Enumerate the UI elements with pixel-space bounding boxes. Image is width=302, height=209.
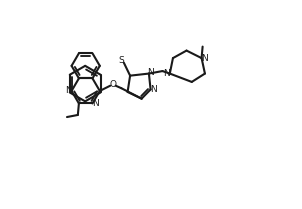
Text: N: N bbox=[92, 99, 99, 108]
Text: O: O bbox=[109, 80, 117, 89]
Text: N: N bbox=[163, 69, 170, 78]
Text: S: S bbox=[118, 56, 124, 65]
Text: N: N bbox=[148, 68, 154, 77]
Text: N: N bbox=[150, 85, 157, 94]
Text: N: N bbox=[65, 86, 72, 96]
Text: N: N bbox=[201, 54, 208, 63]
